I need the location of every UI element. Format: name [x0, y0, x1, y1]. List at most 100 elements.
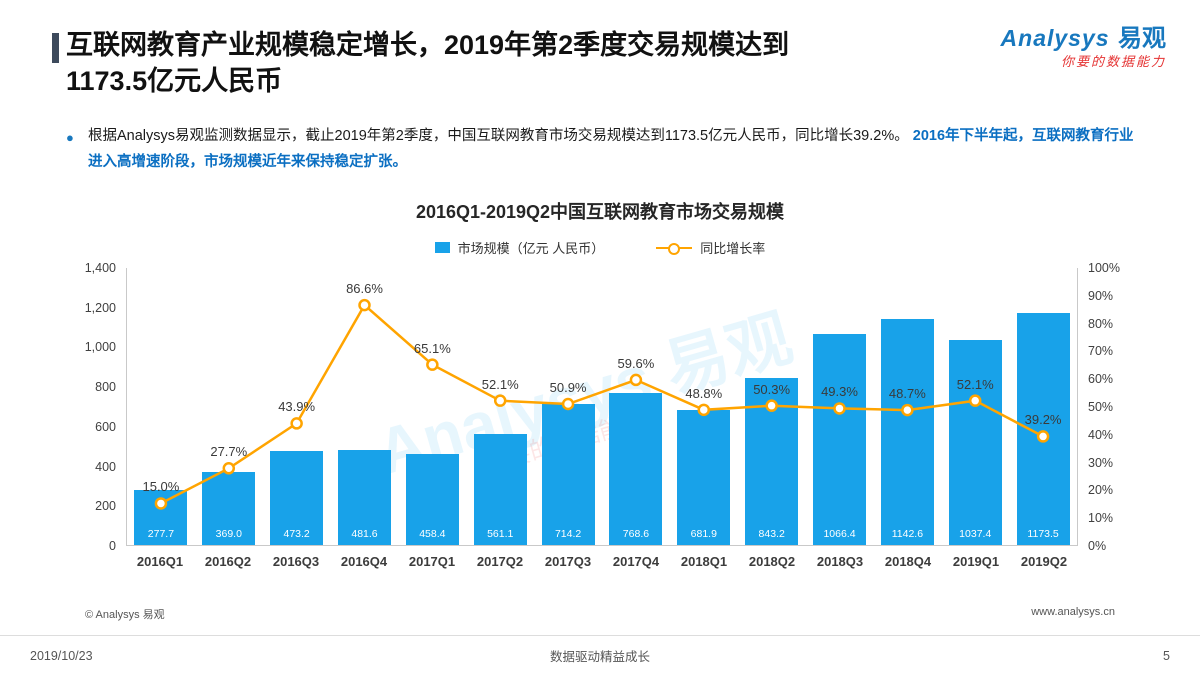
growth-rate-label: 27.7% — [210, 444, 248, 460]
copyright-text: © Analysys 易观 — [85, 609, 165, 621]
axis-tick-label: 30% — [1088, 455, 1114, 470]
logo-wordmark: Analysys 易观 — [1000, 25, 1166, 52]
x-axis-label: 2018Q4 — [884, 553, 932, 569]
x-axis-label: 2016Q2 — [204, 553, 252, 569]
growth-rate-label: 50.9% — [549, 380, 587, 395]
bar-slot: 1066.4 — [806, 268, 874, 545]
growth-rate-label: 48.8% — [685, 385, 723, 401]
analysys-logo: Analysys 易观 你要的数据能力 — [1000, 25, 1166, 70]
bar-2016Q1: 277.7 — [134, 490, 188, 545]
growth-rate-label: 52.1% — [956, 376, 994, 392]
x-axis-label: 2017Q2 — [476, 553, 524, 569]
bar-slot: 561.1 — [466, 268, 534, 545]
bar-2016Q3: 473.2 — [270, 451, 324, 545]
summary-text: 根据Analysys易观监测数据显示，截止2019年第2季度，中国互联网教育市场… — [88, 128, 909, 144]
chart-legend: 市场规模（亿元 人民币） 同比增长率 — [0, 238, 1200, 257]
x-axis-label: 2018Q2 — [748, 553, 796, 569]
logo-brand-cn: 易观 — [1118, 25, 1166, 52]
axis-tick-label: 100% — [1088, 261, 1120, 275]
x-axis-label: 2019Q1 — [952, 553, 1000, 569]
growth-rate-label: 48.7% — [888, 386, 926, 402]
legend-bar-swatch — [434, 242, 450, 253]
axis-tick-label: 60% — [1088, 372, 1114, 387]
bar-slot: 714.2 — [534, 268, 602, 545]
y-axis-left: 0 200 400 600 800 1,000 1,200 1,400 — [70, 261, 126, 553]
legend-item-bar: 市场规模（亿元 人民币） — [434, 238, 605, 257]
axis-tick-label: 70% — [1088, 344, 1114, 359]
bar-2019Q2: 1173.5 — [1016, 312, 1070, 545]
bar-2017Q2: 561.1 — [473, 433, 527, 545]
legend-line-label: 同比增长率 — [700, 241, 766, 256]
x-axis-label: 2017Q3 — [544, 553, 592, 569]
x-axis: 2016Q1 2016Q2 2016Q3 2016Q4 2017Q1 2017Q2 2017… — [126, 546, 1078, 576]
bar-slot: 768.6 — [602, 268, 670, 545]
bar-value-label: 481.6 — [351, 528, 378, 540]
legend-line-swatch — [656, 242, 693, 255]
bar-value-label: 714.2 — [554, 528, 582, 540]
axis-tick-label: 10% — [1088, 511, 1114, 526]
logo-brand-en: Analysys — [1000, 25, 1110, 51]
bar-slot: 369.0 — [195, 268, 263, 545]
page-title-line1: 互联网教育产业规模稳定增长，2019年第2季度交易规模达到 — [66, 30, 790, 60]
bar-2018Q1: 681.9 — [677, 410, 731, 545]
x-axis-label: 2016Q4 — [340, 553, 388, 569]
bar-value-label: 473.2 — [283, 528, 310, 540]
x-axis-label: 2018Q1 — [680, 553, 728, 569]
bar-slot: 458.4 — [398, 268, 466, 545]
bar-2016Q4: 481.6 — [338, 449, 391, 545]
axis-tick-label: 800 — [95, 380, 116, 395]
axis-tick-label: 90% — [1088, 288, 1114, 303]
slide-footer: 数据驱动精益成长 2019/10/23 5 — [0, 635, 1200, 675]
bar-value-label: 458.4 — [419, 528, 446, 540]
footer-date: 2019/10/23 — [30, 648, 93, 663]
legend-item-line: 同比增长率 — [656, 238, 765, 257]
growth-rate-label: 15.0% — [142, 479, 180, 495]
bar-value-label: 277.7 — [147, 528, 175, 540]
growth-rate-label: 39.2% — [1024, 412, 1062, 428]
bar-2017Q1: 458.4 — [405, 454, 459, 545]
bar-value-label: 1066.4 — [823, 528, 856, 540]
bar-2017Q3: 714.2 — [541, 403, 595, 545]
x-axis-label: 2016Q1 — [136, 553, 184, 569]
bar-value-label: 369.0 — [215, 528, 242, 540]
bar-2018Q2: 843.2 — [745, 378, 799, 545]
x-axis-label: 2018Q3 — [816, 553, 864, 569]
bar-value-label: 843.2 — [758, 528, 785, 540]
axis-tick-label: 1,000 — [84, 340, 116, 355]
y-axis-right: 0% 10% 20% 30% 40% 50% 60% 70% 80% 90% 100% — [1078, 261, 1130, 553]
bar-2019Q1: 1037.4 — [948, 339, 1002, 545]
growth-rate-label: 43.9% — [278, 399, 316, 415]
axis-tick-label: 0% — [1088, 539, 1107, 553]
x-axis-label: 2017Q1 — [408, 553, 456, 569]
page-title-line2: 1173.5亿元人民币 — [66, 65, 283, 96]
growth-rate-label: 50.3% — [753, 381, 791, 397]
axis-tick-label: 400 — [95, 459, 116, 474]
axis-tick-label: 40% — [1088, 427, 1114, 442]
title-accent-bar — [52, 33, 59, 63]
x-axis-label: 2016Q3 — [272, 553, 320, 569]
bullet-icon: ● — [66, 130, 74, 145]
growth-rate-label: 86.6% — [346, 281, 383, 297]
bar-slot: 1037.4 — [941, 268, 1009, 545]
bar-slot: 681.9 — [670, 268, 738, 545]
growth-rate-label: 59.6% — [617, 355, 655, 371]
bar-2017Q4: 768.6 — [609, 392, 663, 545]
axis-tick-label: 80% — [1088, 316, 1114, 331]
growth-rate-label: 52.1% — [481, 376, 519, 392]
chart-title: 2016Q1-2019Q2中国互联网教育市场交易规模 — [415, 202, 785, 222]
legend-bar-label: 市场规模（亿元 人民币） — [457, 241, 605, 256]
summary-text-highlight: 2016年下半年起，互联网教育行业进入高增速阶段，市场规模近年来保持稳定扩张。 — [88, 128, 1134, 170]
axis-tick-label: 1,200 — [84, 300, 116, 315]
page-number: 5 — [1163, 648, 1170, 663]
axis-tick-label: 600 — [95, 419, 116, 434]
bars-layer: 277.7 369.0 473.2 481.6 458.4 561.1 714.2 768.6… — [127, 268, 1077, 545]
bar-2018Q4: 1142.6 — [880, 318, 934, 545]
growth-rate-label: 65.1% — [413, 340, 451, 356]
website-text: www.analysys.cn — [1031, 606, 1115, 618]
bar-slot: 1142.6 — [873, 268, 941, 545]
bar-value-label: 681.9 — [690, 528, 717, 540]
axis-tick-label: 0 — [109, 539, 116, 553]
axis-tick-label: 1,400 — [84, 261, 116, 275]
bar-slot: 481.6 — [331, 268, 399, 545]
plot-area: Analysys 易观 你要的数据能力 277.7369.0473.2481.6… — [126, 268, 1078, 546]
